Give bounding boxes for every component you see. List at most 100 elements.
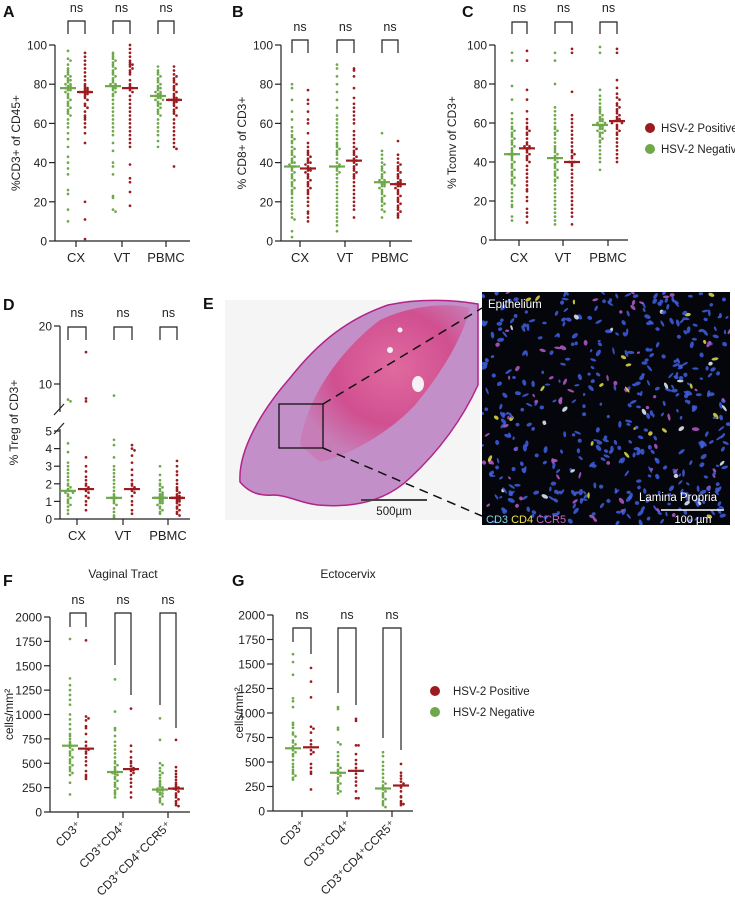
cell-nucleus <box>661 354 666 359</box>
cell-nucleus <box>526 323 530 332</box>
data-point <box>570 156 574 160</box>
data-point <box>335 153 339 157</box>
data-point <box>158 776 162 780</box>
cell-nucleus <box>718 426 725 432</box>
data-point <box>525 98 529 101</box>
cell-nucleus <box>649 353 655 358</box>
data-point <box>114 90 117 94</box>
data-point <box>158 717 162 720</box>
data-point <box>113 775 117 779</box>
data-point <box>528 160 531 164</box>
data-point <box>69 503 72 507</box>
y-tick-label: 100 <box>467 39 487 53</box>
cell-nucleus <box>508 476 511 480</box>
series-group-positive <box>77 51 93 241</box>
data-point <box>309 739 313 742</box>
cell-nucleus <box>614 488 618 494</box>
data-point <box>396 208 400 211</box>
data-point <box>525 121 529 125</box>
data-point <box>399 799 403 803</box>
data-point <box>112 501 116 505</box>
data-point <box>69 75 72 78</box>
data-point <box>159 114 162 117</box>
data-point <box>396 153 400 157</box>
data-point <box>111 65 115 68</box>
data-point <box>113 740 117 744</box>
data-point <box>113 748 117 751</box>
data-point <box>615 123 619 127</box>
significance-bracket <box>382 627 402 750</box>
data-point <box>596 121 599 125</box>
data-point <box>84 777 88 781</box>
data-point <box>69 82 72 86</box>
data-point <box>129 744 133 748</box>
data-point <box>338 147 341 151</box>
data-point <box>309 772 313 776</box>
data-point <box>620 121 624 125</box>
data-point <box>68 750 72 753</box>
data-point <box>175 507 179 510</box>
data-point <box>399 178 402 182</box>
cell-nucleus <box>712 416 718 419</box>
cell-nucleus <box>719 402 723 409</box>
data-point <box>399 771 403 775</box>
data-point <box>84 750 88 753</box>
data-point <box>399 180 402 184</box>
series-group-negative <box>592 45 608 172</box>
data-point <box>354 772 358 776</box>
data-point <box>128 118 132 121</box>
data-point <box>396 169 400 172</box>
cell-nucleus <box>699 462 705 468</box>
data-point <box>335 229 339 233</box>
data-point <box>381 803 385 807</box>
data-point <box>306 180 310 184</box>
data-point <box>174 803 178 807</box>
data-point <box>175 100 178 104</box>
significance-label: ns <box>340 608 353 622</box>
y-tick-label: 0 <box>258 805 265 819</box>
cell-nucleus <box>554 310 559 316</box>
data-point <box>335 212 339 215</box>
cell-nucleus <box>578 471 582 479</box>
cell-nucleus <box>627 350 635 355</box>
data-point <box>610 121 614 125</box>
data-point <box>380 153 384 157</box>
data-point <box>306 141 310 145</box>
cell-nucleus <box>595 427 600 433</box>
data-point <box>553 174 557 177</box>
y-tick-label: 80 <box>34 78 48 92</box>
y-tick-label: 1750 <box>15 635 42 649</box>
y-tick-label: 20 <box>474 195 488 209</box>
data-point <box>306 196 310 200</box>
cell-nucleus <box>595 319 602 324</box>
cell-nucleus <box>521 325 526 332</box>
data-point <box>525 59 529 62</box>
cell-nucleus <box>683 330 688 335</box>
data-point <box>396 139 400 143</box>
data-point <box>66 505 70 509</box>
data-point <box>156 133 160 137</box>
cell-nucleus <box>508 490 515 496</box>
cell-nucleus <box>495 465 500 470</box>
cell-nucleus <box>679 415 683 420</box>
data-point <box>161 763 164 767</box>
cell-nucleus <box>489 474 496 478</box>
data-point <box>291 660 295 664</box>
y-tick-label: 750 <box>22 732 42 746</box>
data-point <box>598 45 602 49</box>
cell-nucleus <box>628 492 633 500</box>
cell-nucleus <box>723 329 727 335</box>
cell-nucleus <box>596 440 603 445</box>
cell-nucleus <box>624 470 629 477</box>
cell-nucleus <box>660 518 665 524</box>
cell-nucleus <box>502 423 509 428</box>
cell-nucleus <box>560 300 565 305</box>
cell-nucleus <box>522 323 527 328</box>
series-group-negative <box>60 398 76 516</box>
data-point <box>174 775 178 779</box>
series-group-positive <box>564 47 580 226</box>
data-point <box>66 145 70 149</box>
data-point <box>335 180 339 184</box>
data-point <box>291 741 295 744</box>
data-point <box>84 500 88 503</box>
